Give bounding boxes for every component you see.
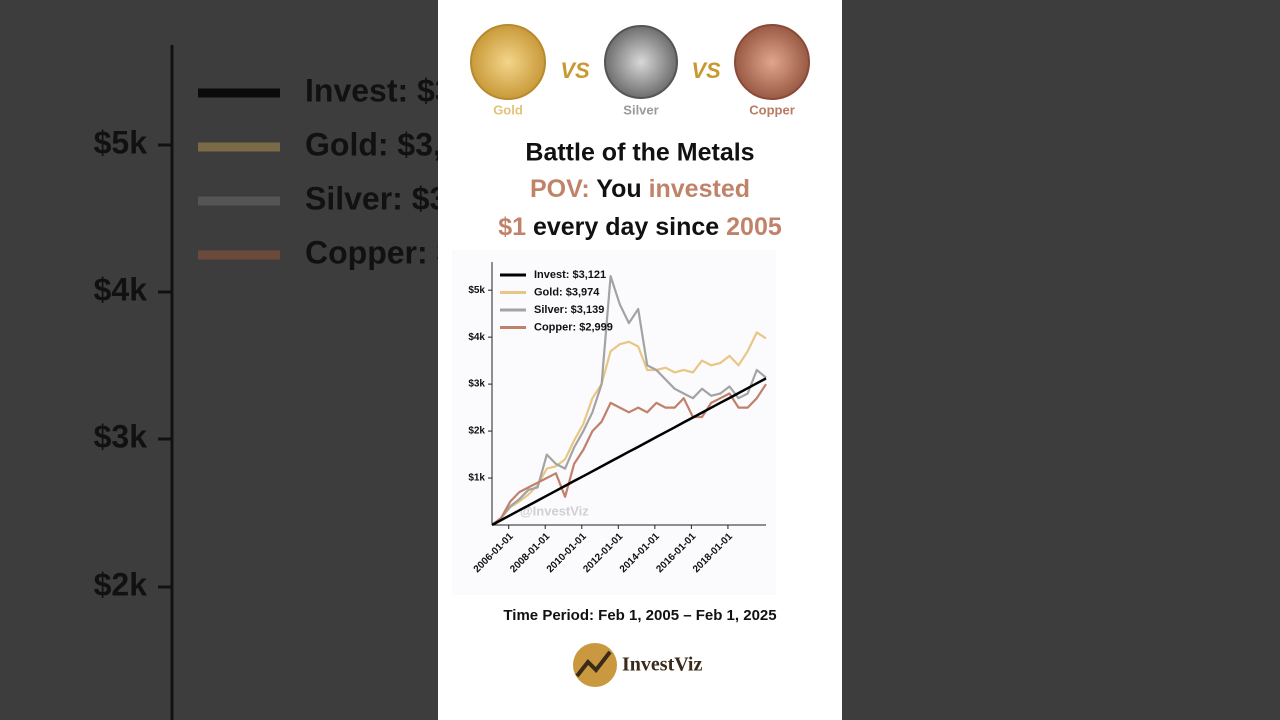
legend-label: Silver: $3,139 <box>534 304 604 316</box>
bg-tick-label: $3k <box>94 418 148 454</box>
subtitle-part: You <box>590 175 649 203</box>
time-period: Time Period: Feb 1, 2005 – Feb 1, 2025 <box>503 607 776 624</box>
series-line <box>491 377 767 527</box>
y-tick-label: $4k <box>468 332 485 343</box>
series-line <box>491 383 767 526</box>
subtitle: $1 every day since 2005 <box>498 213 782 241</box>
subtitle-part: $1 <box>498 213 526 241</box>
subtitle-part: POV: <box>530 175 590 203</box>
logo-icon <box>573 643 617 687</box>
legend-label: Invest: $3,121 <box>534 269 606 281</box>
bg-tick-label: $5k <box>94 124 148 160</box>
gold-coin <box>470 24 546 100</box>
chart-area <box>452 250 776 595</box>
subtitle-part: every day since <box>526 213 726 241</box>
coin-label: Gold <box>493 102 523 117</box>
y-tick-label: $5k <box>468 285 485 296</box>
title: Battle of the Metals <box>525 139 754 167</box>
y-tick-label: $1k <box>468 473 485 484</box>
vs-icon: VS <box>691 58 721 83</box>
subtitle-part: invested <box>649 175 750 203</box>
logo-arrow <box>575 650 612 678</box>
vs-icon: VS <box>560 58 590 83</box>
silver-coin <box>604 25 678 99</box>
coin-label: Silver <box>623 102 658 117</box>
logo-text: InvestViz <box>622 654 702 676</box>
bg-tick-label: $2k <box>94 566 148 602</box>
legend-label: Gold: $3,974 <box>534 286 600 298</box>
subtitle-part: 2005 <box>726 213 782 241</box>
watermark: @InvestViz <box>520 503 589 518</box>
y-tick-label: $2k <box>468 426 485 437</box>
y-tick-label: $3k <box>468 379 485 390</box>
subtitle: POV: You invested <box>530 175 750 203</box>
copper-coin <box>734 24 810 100</box>
coin-label: Copper <box>749 102 795 117</box>
legend-label: Copper: $2,999 <box>534 321 613 333</box>
series-line <box>491 275 767 526</box>
bg-tick-label: $4k <box>94 271 148 307</box>
